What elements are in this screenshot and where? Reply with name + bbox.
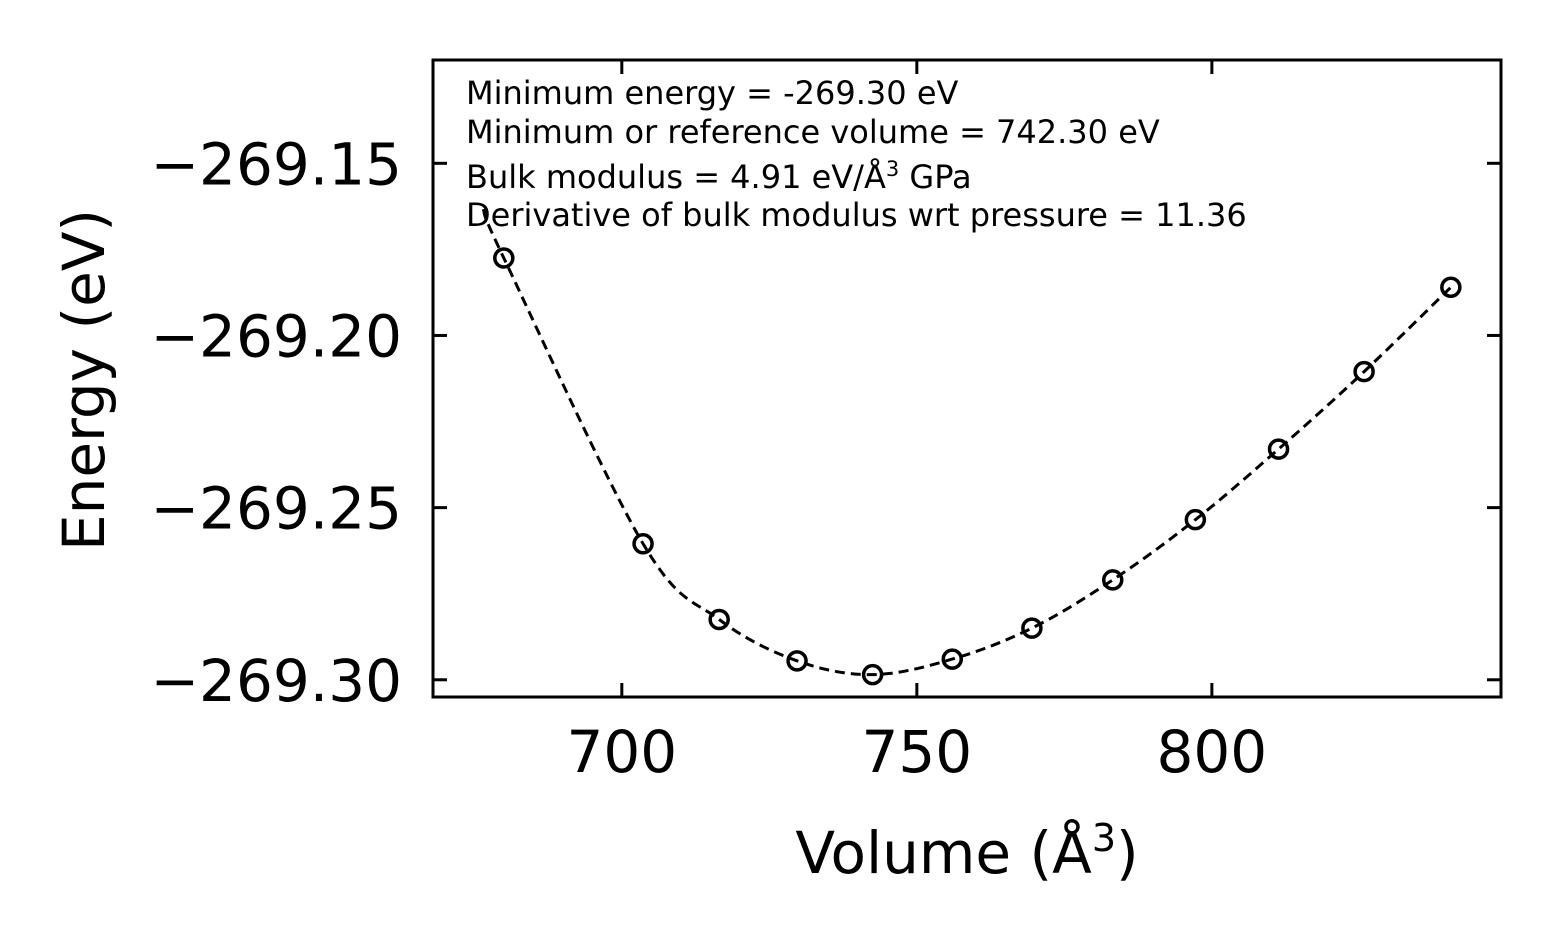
y-tick-label: −269.15 xyxy=(150,130,402,198)
x-tick-labels: 700 750 800 xyxy=(566,718,1267,786)
data-point xyxy=(632,533,654,555)
annotation-bulk-modulus: Bulk modulus = 4.91 eV/Å3 GPa xyxy=(466,157,972,196)
data-points-layer xyxy=(493,247,1462,686)
data-point xyxy=(1267,438,1290,460)
data-point xyxy=(786,650,808,672)
x-tick-label: 800 xyxy=(1157,718,1268,786)
data-point xyxy=(1184,508,1207,531)
annotation-bulk-modulus-derivative: Derivative of bulk modulus wrt pressure … xyxy=(466,196,1247,234)
x-axis-title: Volume (Å3) xyxy=(795,816,1138,887)
data-point xyxy=(1101,569,1124,591)
y-tick-label: −269.20 xyxy=(150,302,402,370)
ticks-layer xyxy=(433,60,1501,697)
x-tick-label: 700 xyxy=(566,718,677,786)
data-point xyxy=(708,608,730,631)
fit-curve-layer xyxy=(481,208,1452,677)
y-tick-labels: −269.15 −269.20 −269.25 −269.30 xyxy=(150,130,402,714)
y-tick-label: −269.30 xyxy=(150,647,402,715)
eos-fit-curve xyxy=(481,208,1452,677)
annotation-box: Minimum energy = -269.30 eV Minimum or r… xyxy=(466,74,1247,234)
data-point xyxy=(1021,617,1043,639)
x-tick-label: 750 xyxy=(861,718,972,786)
plot-frame xyxy=(431,58,1503,699)
y-tick-label: −269.25 xyxy=(150,475,402,543)
annotation-ref-volume: Minimum or reference volume = 742.30 eV xyxy=(466,113,1160,151)
annotation-min-energy: Minimum energy = -269.30 eV xyxy=(466,74,959,112)
y-axis-title: Energy (eV) xyxy=(50,209,118,551)
data-point xyxy=(493,247,515,269)
data-point xyxy=(941,648,963,670)
data-point xyxy=(1353,360,1375,383)
data-point xyxy=(861,663,884,686)
data-point xyxy=(1440,276,1462,299)
